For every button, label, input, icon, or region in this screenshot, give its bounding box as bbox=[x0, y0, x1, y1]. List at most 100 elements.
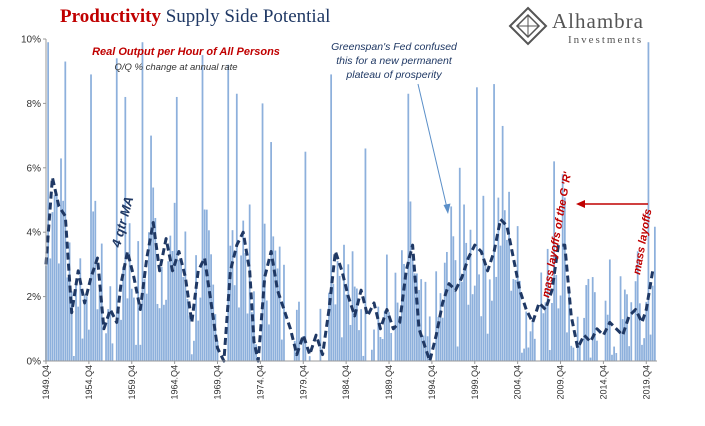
bar bbox=[169, 235, 172, 361]
bar bbox=[396, 302, 399, 361]
bar bbox=[557, 308, 560, 361]
bar bbox=[96, 309, 99, 361]
bar bbox=[422, 335, 425, 361]
bar bbox=[360, 309, 363, 361]
bar bbox=[190, 354, 193, 361]
bar bbox=[452, 236, 455, 361]
bar bbox=[596, 340, 598, 361]
bar bbox=[446, 251, 448, 361]
bar bbox=[319, 308, 322, 361]
bar bbox=[235, 93, 238, 362]
bar bbox=[405, 276, 408, 361]
bar bbox=[568, 287, 570, 361]
bar bbox=[641, 344, 643, 361]
bar bbox=[563, 197, 566, 361]
greenspan-arrow-head bbox=[443, 203, 451, 214]
bar bbox=[435, 271, 438, 361]
bar bbox=[47, 42, 50, 361]
bar bbox=[450, 206, 453, 361]
y-tick-label: 2% bbox=[27, 292, 42, 303]
bar bbox=[81, 338, 84, 361]
bar bbox=[115, 58, 118, 361]
bar bbox=[120, 319, 122, 361]
bar bbox=[343, 244, 345, 361]
bar bbox=[383, 310, 386, 361]
bar bbox=[606, 314, 609, 361]
bar bbox=[561, 174, 564, 361]
bar bbox=[109, 286, 112, 361]
bar bbox=[334, 304, 337, 361]
bar bbox=[66, 277, 69, 361]
bar bbox=[227, 64, 230, 361]
bar bbox=[295, 309, 298, 361]
bar bbox=[347, 264, 350, 361]
annotation-mass-layoffs: mass layoffs bbox=[631, 208, 654, 276]
bar bbox=[611, 354, 613, 361]
bar bbox=[615, 353, 618, 361]
bar bbox=[233, 285, 236, 361]
bar bbox=[370, 349, 373, 361]
x-tick-label: 1999.Q4 bbox=[470, 365, 480, 400]
bar bbox=[499, 245, 502, 361]
bar bbox=[381, 338, 384, 361]
bar bbox=[527, 347, 530, 361]
bar bbox=[441, 317, 444, 361]
bar bbox=[388, 312, 390, 361]
bar bbox=[555, 274, 558, 361]
bar bbox=[467, 304, 470, 361]
x-tick-label: 1964.Q4 bbox=[170, 365, 180, 400]
bar bbox=[122, 266, 125, 361]
bar bbox=[651, 285, 654, 361]
bar bbox=[364, 148, 367, 361]
bar bbox=[518, 280, 521, 361]
bar bbox=[72, 356, 75, 361]
bar bbox=[246, 313, 249, 361]
bar bbox=[274, 250, 277, 361]
bar bbox=[92, 211, 95, 361]
subtitle-label: Real Output per Hour of All Persons bbox=[92, 46, 280, 58]
bar bbox=[240, 255, 242, 361]
bar bbox=[148, 232, 150, 361]
bar bbox=[171, 250, 174, 361]
bar bbox=[443, 262, 446, 361]
bar bbox=[503, 210, 506, 361]
bar bbox=[358, 330, 360, 361]
bar bbox=[94, 200, 97, 361]
bar bbox=[182, 276, 185, 361]
bar bbox=[180, 260, 182, 361]
bar bbox=[88, 329, 90, 361]
bar bbox=[407, 93, 410, 362]
bar bbox=[278, 246, 281, 361]
bar bbox=[578, 344, 581, 361]
bar bbox=[242, 220, 245, 361]
bar bbox=[268, 324, 270, 361]
bar bbox=[175, 96, 178, 362]
bar bbox=[645, 301, 648, 361]
ma-line bbox=[44, 176, 655, 363]
bar bbox=[188, 315, 191, 361]
bar bbox=[231, 230, 234, 361]
bar bbox=[501, 125, 504, 361]
annotation-greenspan-3: plateau of prosperity bbox=[345, 69, 442, 81]
logo-sub: Investments bbox=[568, 34, 644, 46]
alhambra-diamond-logo-icon bbox=[508, 6, 548, 46]
bar bbox=[118, 310, 120, 361]
x-tick-label: 1984.Q4 bbox=[341, 365, 351, 400]
bar bbox=[276, 268, 279, 361]
bar bbox=[304, 151, 307, 361]
bar bbox=[135, 344, 137, 361]
x-tick-label: 1974.Q4 bbox=[255, 365, 265, 400]
logo-name: Alhambra bbox=[552, 9, 644, 33]
bar bbox=[461, 281, 463, 361]
bar bbox=[585, 285, 588, 361]
bar bbox=[480, 316, 483, 361]
bar bbox=[623, 289, 626, 361]
bar bbox=[60, 158, 62, 361]
bar bbox=[548, 350, 551, 361]
x-tick-label: 2009.Q4 bbox=[556, 365, 566, 400]
bar bbox=[551, 303, 553, 361]
bar bbox=[229, 245, 232, 361]
bar-series bbox=[45, 42, 656, 362]
bar bbox=[178, 259, 180, 361]
bar bbox=[90, 74, 92, 362]
